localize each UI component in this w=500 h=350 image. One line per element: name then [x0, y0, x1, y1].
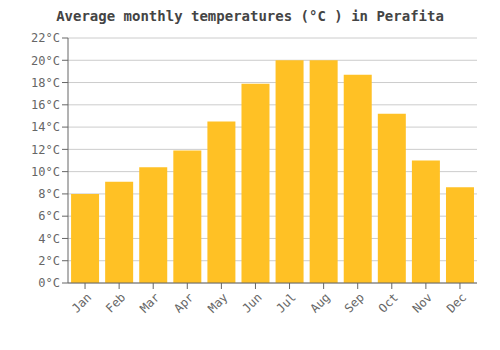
svg-text:Sep: Sep	[342, 290, 367, 315]
svg-text:8°C: 8°C	[38, 187, 60, 201]
svg-text:22°C: 22°C	[31, 31, 60, 45]
svg-text:Nov: Nov	[410, 290, 435, 315]
svg-text:Jul: Jul	[273, 290, 298, 315]
svg-text:Apr: Apr	[171, 290, 196, 315]
svg-text:4°C: 4°C	[38, 232, 60, 246]
svg-text:20°C: 20°C	[31, 54, 60, 68]
svg-text:16°C: 16°C	[31, 98, 60, 112]
svg-text:Jan: Jan	[69, 290, 94, 315]
svg-text:May: May	[205, 290, 230, 315]
svg-text:18°C: 18°C	[31, 76, 60, 90]
svg-text:14°C: 14°C	[31, 120, 60, 134]
svg-text:Oct: Oct	[376, 290, 401, 315]
svg-text:2°C: 2°C	[38, 254, 60, 268]
svg-text:Dec: Dec	[444, 290, 469, 315]
svg-text:Mar: Mar	[137, 290, 162, 315]
svg-text:Feb: Feb	[103, 290, 128, 315]
svg-text:0°C: 0°C	[38, 276, 60, 290]
svg-text:10°C: 10°C	[31, 165, 60, 179]
svg-text:Jun: Jun	[239, 290, 264, 315]
svg-text:Aug: Aug	[308, 290, 333, 315]
html-text:Average monthly temperatures (: Average monthly temperatures (°C ) in Pe…	[56, 8, 444, 24]
svg-text:6°C: 6°C	[38, 209, 60, 223]
svg-text:12°C: 12°C	[31, 143, 60, 157]
